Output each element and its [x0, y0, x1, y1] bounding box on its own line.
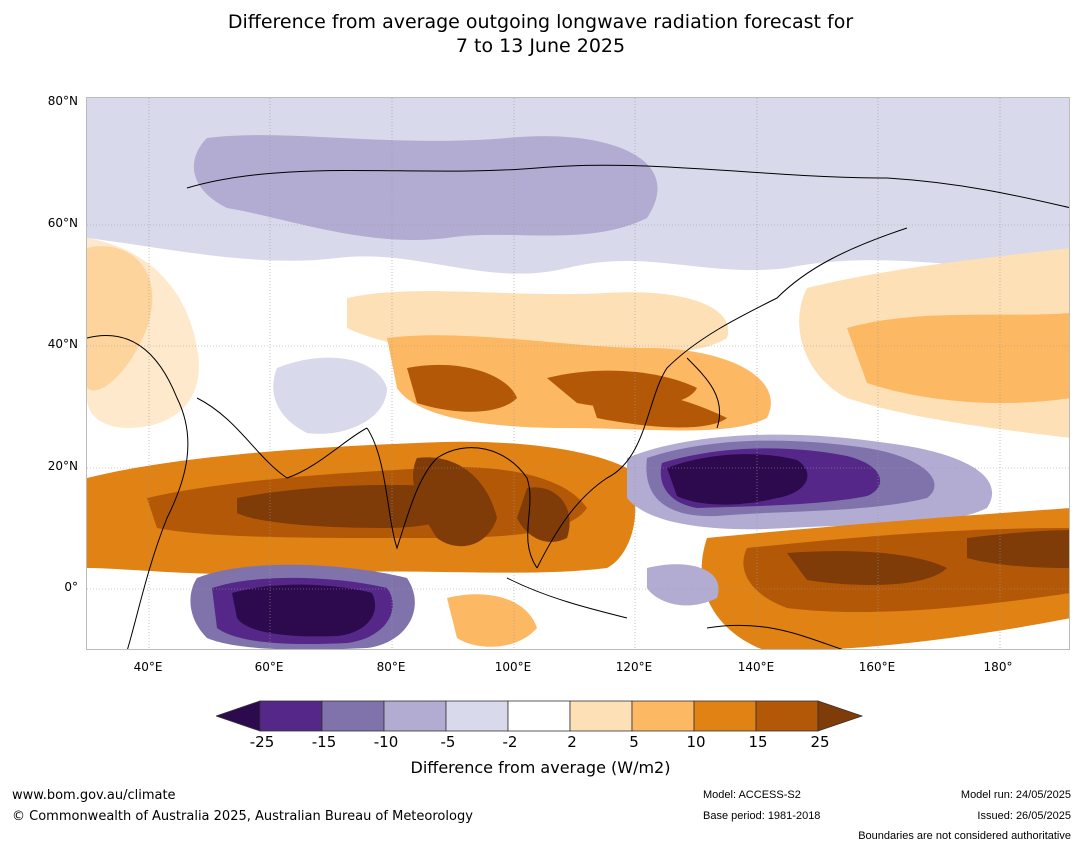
colorbar-tick-5: 5	[629, 733, 639, 751]
colorbar	[214, 700, 866, 736]
colorbar-tick-2: 2	[567, 733, 577, 751]
lon-label-140e: 140°E	[737, 660, 775, 674]
colorbar-tick-minus5: -5	[440, 733, 456, 751]
colorbar-swatch-extend-low	[214, 700, 261, 732]
lat-label-20n: 20°N	[47, 459, 78, 473]
lat-label-0: 0°	[64, 580, 78, 594]
title-line-1: Difference from average outgoing longwav…	[227, 11, 854, 33]
colorbar-tick-minus25: -25	[249, 733, 275, 751]
colorbar-swatch-4	[445, 700, 509, 732]
footer-url[interactable]: www.bom.gov.au/climate	[12, 788, 176, 803]
footer-model-run: Model run: 24/05/2025	[960, 789, 1071, 801]
colorbar-swatch-8	[693, 700, 757, 732]
footer-base-period: Base period: 1981-2018	[703, 810, 821, 822]
lon-label-160e: 160°E	[858, 660, 896, 674]
colorbar-tick-10: 10	[686, 733, 706, 751]
footer-copyright: © Commonwealth of Australia 2025, Austra…	[12, 809, 473, 824]
colorbar-swatch-2	[321, 700, 385, 732]
title-line-2: 7 to 13 June 2025	[455, 35, 626, 57]
colorbar-swatch-7	[631, 700, 695, 732]
colorbar-tick-minus10: -10	[373, 733, 399, 751]
colorbar-tick-minus2: -2	[502, 733, 518, 751]
lat-label-40n: 40°N	[47, 337, 78, 351]
anomaly-map	[86, 97, 1070, 650]
footer-model: Model: ACCESS-S2	[703, 789, 801, 801]
colorbar-tick-25: 25	[810, 733, 830, 751]
lon-label-40e: 40°E	[133, 660, 163, 674]
lon-label-100e: 100°E	[494, 660, 532, 674]
lon-label-120e: 120°E	[615, 660, 653, 674]
lat-label-80n: 80°N	[47, 94, 78, 108]
colorbar-tick-minus15: -15	[311, 733, 337, 751]
colorbar-swatch-6	[569, 700, 633, 732]
colorbar-swatches	[214, 700, 864, 732]
lon-label-180: 180°	[983, 660, 1013, 674]
colorbar-swatch-extend-high	[817, 700, 864, 732]
map-canvas	[87, 98, 1069, 649]
colorbar-label: Difference from average (W/m2)	[410, 758, 671, 777]
footer-issued: Issued: 26/05/2025	[977, 810, 1071, 822]
colorbar-swatch-9	[755, 700, 819, 732]
footer-disclaimer: Boundaries are not considered authoritat…	[858, 830, 1071, 842]
colorbar-swatch-3	[383, 700, 447, 732]
map-title: Difference from average outgoing longwav…	[0, 10, 1081, 58]
lon-label-60e: 60°E	[254, 660, 284, 674]
colorbar-tick-15: 15	[748, 733, 768, 751]
colorbar-swatch-5	[507, 700, 571, 732]
colorbar-swatch-1	[259, 700, 323, 732]
lat-label-60n: 60°N	[47, 216, 78, 230]
lon-label-80e: 80°E	[376, 660, 406, 674]
